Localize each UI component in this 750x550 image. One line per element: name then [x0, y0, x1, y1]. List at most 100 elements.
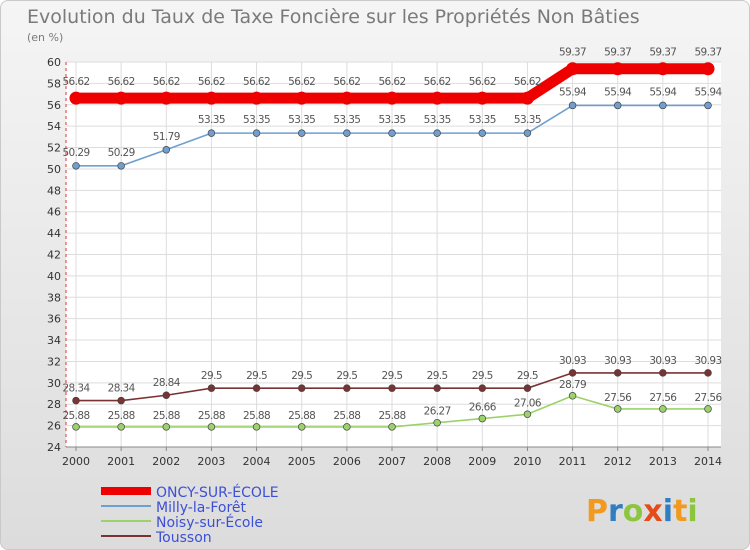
data-label-3-2006: 29.5: [336, 370, 357, 382]
data-label-0-2005: 56.62: [288, 76, 315, 88]
chart-title: Evolution du Taux de Taxe Foncière sur l…: [27, 6, 640, 28]
y-tick-label-24: 24: [47, 441, 61, 454]
data-label-0-2013: 59.37: [649, 47, 676, 59]
data-label-1-2001: 50.29: [108, 147, 135, 159]
x-tick-label-2006: 2006: [333, 455, 361, 468]
data-label-0-2014: 59.37: [694, 47, 721, 59]
data-label-3-2005: 29.5: [291, 370, 312, 382]
point-1-2012: [613, 101, 622, 110]
point-2-2004: [252, 423, 261, 431]
legend-label-1: Milly-la-Forêt: [156, 500, 247, 516]
y-tick-label-52: 52: [47, 142, 61, 155]
point-3-2011: [568, 369, 577, 377]
logo-letter: o: [623, 494, 644, 529]
data-label-0-2007: 56.62: [378, 76, 405, 88]
data-label-1-2008: 53.35: [424, 114, 451, 126]
point-1-2013: [659, 101, 667, 110]
data-label-1-2002: 51.79: [153, 131, 180, 143]
point-0-2004: [250, 91, 264, 105]
data-label-2-2010: 27.06: [514, 397, 542, 409]
x-tick-label-2004: 2004: [243, 455, 271, 468]
y-tick-label-54: 54: [47, 120, 61, 133]
x-tick-label-2009: 2009: [468, 455, 496, 468]
data-label-2-2008: 26.27: [424, 406, 451, 418]
x-tick-label-2014: 2014: [694, 455, 722, 468]
point-0-2012: [611, 62, 625, 76]
logo-text: Proxiti: [586, 494, 698, 529]
data-label-3-2002: 28.84: [153, 377, 181, 389]
point-1-2009: [478, 129, 487, 137]
proxiti-logo: Proxiti: [586, 494, 698, 529]
axes: 24 26 28 30 32 34 36 38 40 42 44 46 48 50 52 54 56 58 60 20…: [47, 56, 722, 468]
legend-label-0: ONCY-SUR-ÉCOLE: [156, 484, 279, 501]
y-tick-label-50: 50: [47, 163, 61, 176]
data-label-1-2004: 53.35: [243, 114, 270, 126]
point-1-2002: [162, 146, 171, 154]
logo-letter: P: [586, 494, 608, 529]
data-label-3-2009: 29.5: [472, 370, 493, 382]
data-label-3-2000: 28.34: [62, 383, 90, 395]
x-tick-label-2008: 2008: [423, 455, 451, 468]
data-label-1-2010: 53.35: [514, 114, 541, 126]
y-tick-label-44: 44: [47, 227, 61, 240]
data-label-3-2010: 29.5: [517, 370, 538, 382]
y-tick-label-48: 48: [47, 184, 61, 197]
data-label-0-2001: 56.62: [108, 76, 135, 88]
point-2-2007: [388, 423, 396, 431]
data-label-1-2013: 55.94: [649, 86, 677, 98]
data-label-3-2008: 29.5: [427, 370, 448, 382]
data-label-1-2012: 55.94: [604, 86, 632, 98]
point-3-2004: [252, 384, 261, 392]
x-tick-label-2000: 2000: [62, 455, 90, 468]
point-0-2014: [701, 62, 715, 76]
point-2-2002: [162, 423, 171, 431]
data-label-2-2006: 25.88: [333, 410, 360, 422]
data-label-0-2000: 56.62: [62, 76, 89, 88]
y-tick-label-58: 58: [47, 77, 61, 90]
data-label-1-2006: 53.35: [333, 114, 360, 126]
point-2-2009: [478, 414, 487, 423]
y-tick-label-28: 28: [47, 398, 61, 411]
data-label-1-2000: 50.29: [62, 147, 89, 159]
point-1-2010: [523, 129, 532, 137]
point-3-2009: [478, 384, 487, 392]
point-2-2013: [659, 405, 667, 413]
logo-letter: i: [687, 494, 697, 529]
y-tick-label-60: 60: [47, 56, 61, 69]
data-label-1-2007: 53.35: [378, 114, 405, 126]
legend-label-2: Noisy-sur-École: [156, 514, 263, 531]
y-tick-label-36: 36: [47, 313, 61, 326]
y-tick-label-46: 46: [47, 206, 61, 219]
point-0-2003: [204, 91, 218, 105]
point-3-2005: [297, 384, 306, 392]
point-1-2014: [704, 101, 712, 110]
data-label-2-2011: 28.79: [559, 379, 586, 391]
data-label-2-2002: 25.88: [153, 410, 180, 422]
data-label-2-2012: 27.56: [604, 392, 632, 404]
point-3-2003: [207, 384, 216, 392]
point-2-2005: [297, 423, 306, 431]
data-label-0-2003: 56.62: [198, 76, 225, 88]
point-2-2012: [613, 405, 622, 413]
y-tick-label-34: 34: [47, 334, 61, 347]
data-label-0-2012: 59.37: [604, 47, 631, 59]
point-0-2002: [159, 91, 173, 105]
data-labels: 56.62 56.62 56.62 56.62 56.62 56.62 56.62 56.62…: [62, 47, 723, 422]
series-group: [69, 62, 715, 431]
point-0-2009: [475, 91, 489, 105]
data-label-2-2014: 27.56: [694, 392, 722, 404]
point-3-2008: [433, 384, 441, 392]
point-0-2007: [385, 91, 399, 105]
data-label-0-2010: 56.62: [514, 76, 541, 88]
point-3-2010: [523, 384, 532, 392]
x-tick-label-2010: 2010: [513, 455, 541, 468]
point-3-2007: [388, 384, 396, 392]
data-label-1-2003: 53.35: [198, 114, 225, 126]
data-label-2-2005: 25.88: [288, 410, 315, 422]
point-2-2008: [433, 418, 441, 427]
y-tick-label-40: 40: [47, 270, 61, 283]
y-tick-label-42: 42: [47, 249, 61, 262]
point-2-2014: [704, 405, 712, 413]
